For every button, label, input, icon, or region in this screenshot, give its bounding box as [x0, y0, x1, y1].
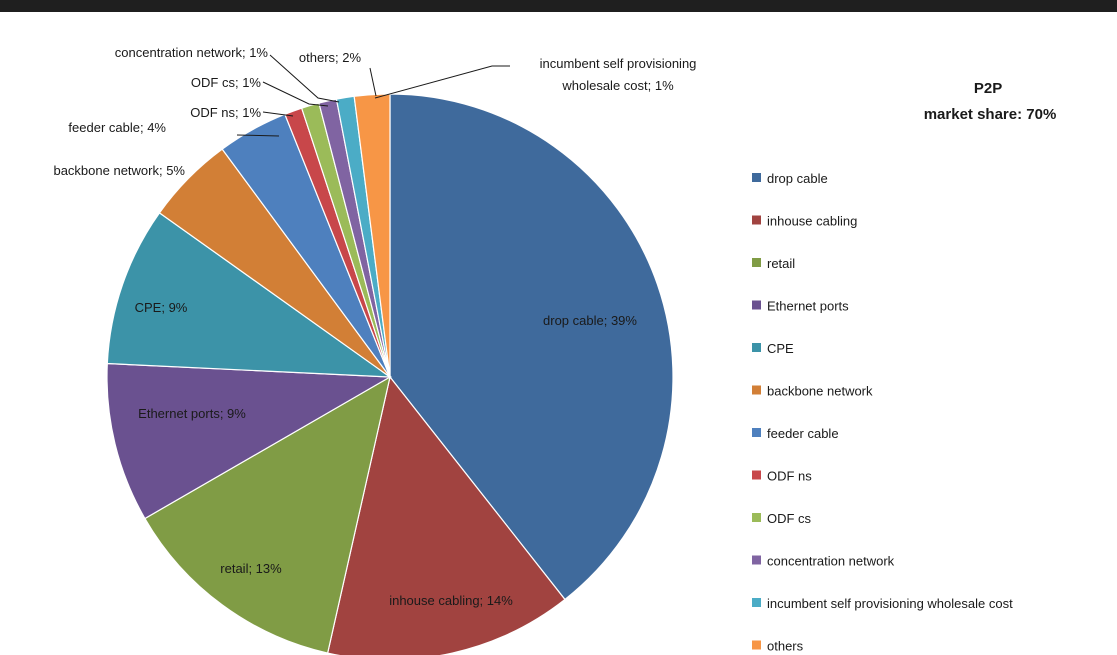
data-label-drop-cable: drop cable; 39% — [543, 313, 637, 328]
legend-swatch-feeder-cable — [752, 428, 761, 437]
data-label-incumbent-self-provisioning-wholesale-cost: incumbent self provisioning wholesale cos… — [540, 56, 697, 93]
data-label-backbone-network: backbone network; 5% — [53, 163, 185, 178]
chart-title-line-1: P2P — [974, 80, 1002, 97]
slice-retail — [144, 375, 391, 654]
data-label-retail: retail; 13% — [220, 561, 282, 576]
legend-swatch-concentration-network — [752, 555, 761, 565]
legend-label-cpe: CPE — [767, 341, 794, 356]
data-label-concentration-network: concentration network; 1% — [115, 45, 269, 60]
leader-line-odf-ns — [262, 111, 294, 117]
data-label-feeder-cable: feeder cable; 4% — [68, 120, 166, 135]
legend: drop cable inhouse cabling retail Ethernet … — [752, 171, 1013, 654]
legend-swatch-drop-cable — [752, 173, 761, 182]
pie-slices — [106, 93, 674, 655]
slice-inhouse-cabling — [326, 375, 566, 655]
slice-ethernet-ports — [106, 362, 393, 520]
legend-label-backbone-network: backbone network — [767, 384, 873, 399]
legend-swatch-incumbent-self-provisioning-wholesale-cost — [752, 598, 761, 607]
data-label-odf-cs: ODF cs; 1% — [191, 75, 262, 90]
data-label-cpe: CPE; 9% — [135, 300, 188, 315]
data-label-inhouse-cabling: inhouse cabling; 14% — [389, 593, 513, 608]
legend-label-ethernet-ports: Ethernet ports — [767, 299, 849, 314]
legend-swatch-inhouse-cabling — [752, 215, 761, 225]
slice-cpe — [106, 212, 393, 378]
legend-label-others: others — [767, 639, 804, 654]
top-border — [0, 0, 1117, 12]
leader-line-feeder-cable — [236, 134, 280, 137]
data-label-odf-ns: ODF ns; 1% — [190, 105, 261, 120]
legend-label-odf-cs: ODF cs — [767, 511, 812, 526]
leader-line-incumbent-self-provisioning-wholesale-cost — [374, 65, 510, 99]
legend-swatch-odf-cs — [752, 513, 761, 522]
leader-line-concentration-network — [269, 54, 340, 103]
legend-label-inhouse-cabling: inhouse cabling — [767, 214, 857, 229]
legend-swatch-retail — [752, 258, 761, 267]
legend-swatch-backbone-network — [752, 385, 761, 395]
leader-lines — [236, 54, 510, 137]
data-labels: drop cable; 39% inhouse cabling; 14% retai… — [53, 45, 696, 608]
leader-line-odf-cs — [262, 81, 329, 107]
leader-line-others — [369, 67, 377, 97]
legend-label-odf-ns: ODF ns — [767, 469, 812, 484]
legend-label-incumbent-self-provisioning-wholesale-cost: incumbent self provisioning wholesale co… — [767, 596, 1013, 611]
legend-label-retail: retail — [767, 256, 795, 271]
data-label-others: others; 2% — [299, 50, 362, 65]
chart-title: P2P market share: 70% — [924, 80, 1057, 123]
legend-swatch-ethernet-ports — [752, 300, 761, 310]
legend-label-drop-cable: drop cable — [767, 171, 828, 186]
legend-swatch-others — [752, 640, 761, 650]
data-label-ethernet-ports: Ethernet ports; 9% — [138, 406, 246, 421]
legend-label-feeder-cable: feeder cable — [767, 426, 839, 441]
slice-drop-cable — [389, 93, 674, 601]
chart-title-line-2: market share: 70% — [924, 106, 1057, 123]
legend-swatch-cpe — [752, 343, 761, 352]
legend-label-concentration-network: concentration network — [767, 554, 895, 569]
legend-swatch-odf-ns — [752, 470, 761, 480]
